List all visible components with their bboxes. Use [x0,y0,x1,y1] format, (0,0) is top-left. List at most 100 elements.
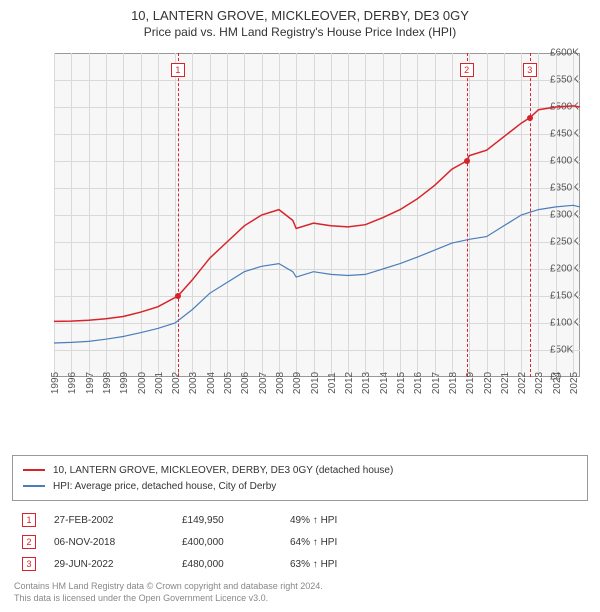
sale-date: 06-NOV-2018 [54,537,164,548]
sale-price: £480,000 [182,559,272,570]
gridline-v [556,53,557,377]
x-axis-label: 2014 [379,372,390,394]
x-axis-label: 2006 [240,372,251,394]
sale-date: 27-FEB-2002 [54,515,164,526]
legend-item: HPI: Average price, detached house, City… [23,478,577,494]
gridline-v [71,53,72,377]
legend-item: 10, LANTERN GROVE, MICKLEOVER, DERBY, DE… [23,462,577,478]
sale-price: £149,950 [182,515,272,526]
gridline-v [487,53,488,377]
title-block: 10, LANTERN GROVE, MICKLEOVER, DERBY, DE… [12,8,588,39]
sale-marker-box: 3 [523,63,537,77]
x-axis-label: 2017 [431,372,442,394]
x-axis-label: 2011 [327,372,338,394]
chart-subtitle: Price paid vs. HM Land Registry's House … [12,25,588,39]
gridline-v [417,53,418,377]
gridline-v [192,53,193,377]
x-axis-label: 2018 [448,372,459,394]
sale-marker-line [178,53,179,377]
x-axis-label: 1996 [67,372,78,394]
sale-delta: 64% ↑ HPI [290,537,390,548]
x-axis-label: 2008 [275,372,286,394]
sale-point-dot [464,158,470,164]
x-axis-label: 2000 [137,372,148,394]
x-axis-label: 2023 [534,372,545,394]
x-axis-label: 1999 [119,372,130,394]
x-axis-label: 2009 [292,372,303,394]
gridline-v [227,53,228,377]
x-axis-label: 2012 [344,372,355,394]
sale-row: 3 29-JUN-2022 £480,000 63% ↑ HPI [12,553,588,575]
x-axis-label: 2016 [413,372,424,394]
gridline-v [106,53,107,377]
x-axis-label: 2015 [396,372,407,394]
x-axis-label: 2021 [500,372,511,394]
gridline-h [54,323,580,324]
legend-swatch [23,469,45,471]
sale-row-marker: 2 [22,535,36,549]
gridline-v [348,53,349,377]
gridline-h [54,269,580,270]
line-chart: £0£50K£100K£150K£200K£250K£300K£350K£400… [12,47,588,417]
x-axis-label: 1998 [102,372,113,394]
x-axis-label: 2020 [483,372,494,394]
x-axis-label: 2013 [361,372,372,394]
x-axis-label: 2010 [310,372,321,394]
gridline-v [383,53,384,377]
gridline-h [54,161,580,162]
gridline-v [158,53,159,377]
gridline-v [141,53,142,377]
sale-marker-box: 2 [460,63,474,77]
x-axis-label: 2002 [171,372,182,394]
gridline-v [521,53,522,377]
x-axis-label: 2003 [188,372,199,394]
legend-label: HPI: Average price, detached house, City… [53,481,276,492]
copyright-line-2: This data is licensed under the Open Gov… [14,593,586,605]
gridline-v [279,53,280,377]
gridline-v [469,53,470,377]
gridline-v [314,53,315,377]
chart-title: 10, LANTERN GROVE, MICKLEOVER, DERBY, DE… [12,8,588,23]
x-axis-label: 2025 [569,372,580,394]
gridline-h [54,188,580,189]
sale-delta: 49% ↑ HPI [290,515,390,526]
gridline-h [54,134,580,135]
gridline-v [400,53,401,377]
sale-price: £400,000 [182,537,272,548]
sale-row-marker: 3 [22,557,36,571]
gridline-v [296,53,297,377]
copyright-footer: Contains HM Land Registry data © Crown c… [12,581,588,604]
legend-label: 10, LANTERN GROVE, MICKLEOVER, DERBY, DE… [53,465,393,476]
sale-marker-box: 1 [171,63,185,77]
gridline-v [573,53,574,377]
gridline-v [123,53,124,377]
sale-point-dot [175,293,181,299]
gridline-v [331,53,332,377]
gridline-v [244,53,245,377]
sale-marker-line [530,53,531,377]
gridline-v [538,53,539,377]
sale-point-dot [527,115,533,121]
sale-date: 29-JUN-2022 [54,559,164,570]
x-axis-label: 2005 [223,372,234,394]
gridline-v [210,53,211,377]
x-axis-label: 2024 [552,372,563,394]
gridline-v [435,53,436,377]
gridline-v [54,53,55,377]
x-axis-label: 1995 [50,372,61,394]
chart-container: 10, LANTERN GROVE, MICKLEOVER, DERBY, DE… [0,0,600,612]
legend: 10, LANTERN GROVE, MICKLEOVER, DERBY, DE… [12,455,588,501]
gridline-v [452,53,453,377]
sale-marker-line [467,53,468,377]
gridline-h [54,350,580,351]
gridline-v [504,53,505,377]
x-axis-label: 1997 [85,372,96,394]
sales-table: 127-FEB-2002£149,95049% ↑ HPI206-NOV-201… [12,509,588,575]
x-axis-label: 2007 [258,372,269,394]
gridline-h [54,107,580,108]
gridline-v [89,53,90,377]
gridline-h [54,242,580,243]
gridline-h [54,215,580,216]
sale-delta: 63% ↑ HPI [290,559,390,570]
x-axis-label: 2004 [206,372,217,394]
